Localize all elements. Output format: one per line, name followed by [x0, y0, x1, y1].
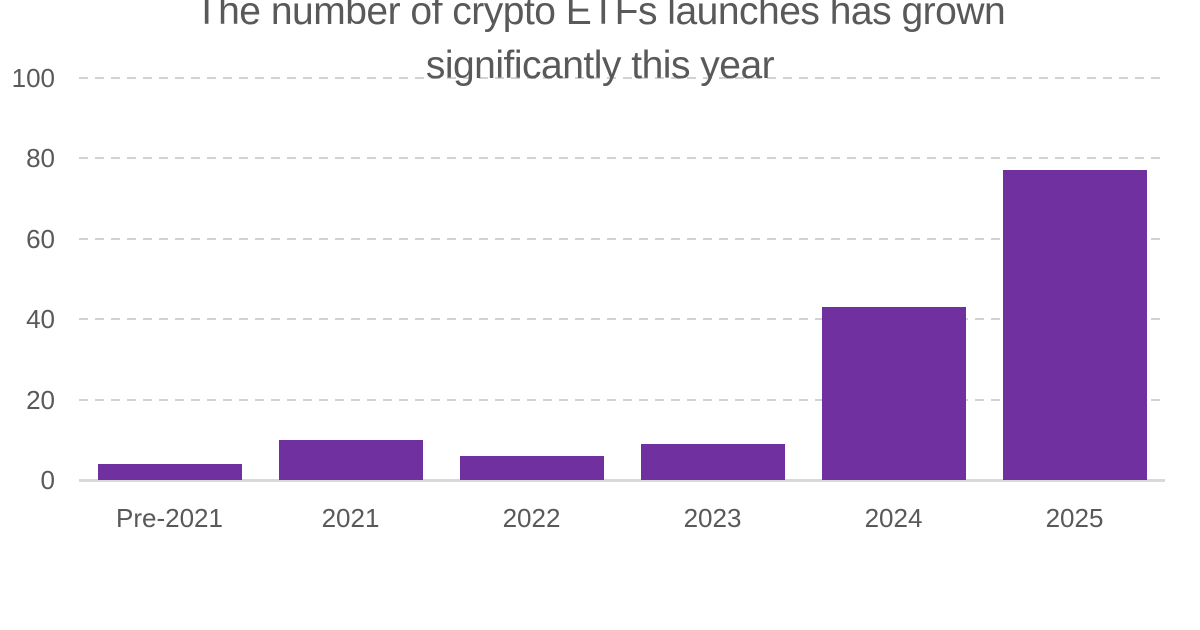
source-note: Source: Bloomberg L.P., VettaFi LLC. Dat… — [68, 564, 1188, 630]
y-tick-label-20: 20 — [26, 384, 55, 415]
bar-2022 — [459, 455, 604, 480]
bar-2023 — [640, 443, 785, 480]
gridline-y-80 — [79, 157, 1165, 160]
bar-2025 — [1002, 170, 1147, 480]
y-tick-label-0: 0 — [40, 465, 55, 495]
gridline-y-100 — [79, 77, 1165, 79]
chart-title: The number of crypto ETFs launches has g… — [0, 0, 1200, 93]
x-tick-label-2022: 2022 — [502, 503, 561, 533]
x-tick-label-2025: 2025 — [1045, 503, 1104, 533]
bar-2021 — [278, 439, 423, 480]
x-axis-line — [79, 479, 1165, 482]
gridline-y-40 — [79, 318, 1165, 321]
x-tick-label-2024: 2024 — [864, 503, 923, 533]
bar-2024 — [821, 307, 966, 480]
chart-title-line-2: significantly this year — [425, 44, 775, 87]
y-tick-label-80: 80 — [26, 143, 55, 174]
plot-area — [79, 77, 1165, 482]
gridline-y-20 — [79, 398, 1165, 401]
bar-Pre-2021 — [97, 463, 242, 480]
x-tick-label-2023: 2023 — [683, 503, 742, 533]
x-tick-label-2021: 2021 — [321, 503, 380, 533]
gridline-y-60 — [79, 237, 1165, 240]
y-tick-label-60: 60 — [26, 223, 55, 254]
y-tick-label-100: 100 — [11, 63, 55, 93]
y-tick-label-40: 40 — [26, 304, 55, 335]
x-tick-label-Pre-2021: Pre-2021 — [116, 503, 223, 533]
chart-title-line-1: The number of crypto ETFs launches has g… — [194, 0, 1006, 33]
